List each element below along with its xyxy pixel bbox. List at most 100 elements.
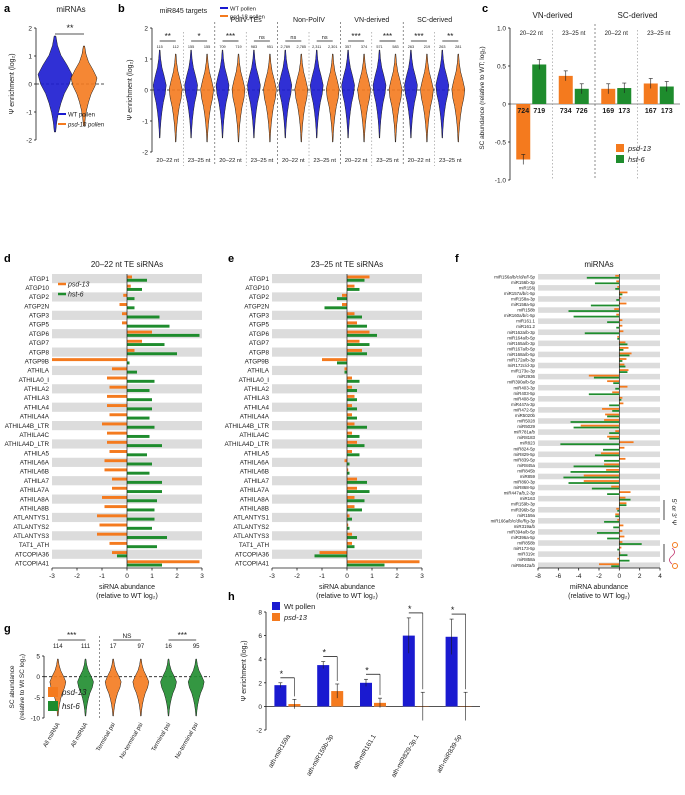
panel-g-violin <box>132 658 150 717</box>
panel-d-bar-hst6 <box>127 545 157 549</box>
panel-f-bar-psd13 <box>616 507 620 510</box>
panel-e-bar-hst6 <box>347 499 365 503</box>
panel-e-category-label: ATHILA4B_LTR <box>225 423 270 430</box>
panel-f-bar-hst6 <box>594 282 620 285</box>
panel-d-category-label: ATCOPIA36 <box>15 551 50 558</box>
panel-d-bar-psd13 <box>127 348 135 352</box>
panel-f-row-band <box>538 529 660 535</box>
panel-d-bar-hst6 <box>127 315 160 319</box>
panel-d-bar-psd13 <box>107 376 127 380</box>
panel-d-x-tick-label: 0 <box>125 573 129 580</box>
panel-c-bar-psd13 <box>558 75 573 104</box>
panel-f-row-band <box>538 318 660 324</box>
panel-d-category-label: ATGP6 <box>29 331 50 338</box>
panel-e-bar-psd13 <box>347 532 352 536</box>
panel-c-subgroup-label: 20–22 nt <box>520 31 544 37</box>
panel-c-bar-hst6 <box>659 86 674 104</box>
panel-d-bar-psd13 <box>112 486 127 490</box>
panel-letter-f: f <box>455 253 459 265</box>
panel-a-y-label: Ψ enrichment (log₂) <box>9 53 16 114</box>
panel-f-row-band <box>538 506 660 513</box>
panel-f-category-label: miR161.2 <box>516 324 535 329</box>
panel-b-violin-psd <box>325 53 340 143</box>
panel-f-bar-hst6 <box>616 326 620 329</box>
panel-d-category-label: ATGP10 <box>25 285 49 292</box>
panel-f-row-band <box>538 540 660 546</box>
panel-f-bar-hst6 <box>616 299 620 301</box>
panel-g-n-label: 95 <box>193 644 200 650</box>
panel-b-significance: ns <box>259 35 265 41</box>
panel-d-bar-hst6 <box>127 389 150 392</box>
panel-g-y-label-2: (relative to Wt SC log₂) <box>19 654 26 720</box>
panel-b-subgroup-label: 20–22 nt <box>219 158 242 164</box>
panel-b-y-tick-label: 2 <box>144 26 148 33</box>
panel-d-category-label: ATHILA3 <box>24 395 50 402</box>
panel-f-bar-hst6 <box>607 415 620 418</box>
panel-h-bar-wt <box>274 685 287 707</box>
panel-f-bar-hst6 <box>573 426 620 429</box>
panel-e-category-label: ATHILA8B <box>240 505 269 512</box>
panel-d-bar-psd13 <box>112 477 127 481</box>
panel-e-bar-psd13 <box>322 358 347 362</box>
panel-e-x-label-2: (relative to WT log₂) <box>316 593 378 600</box>
panel-f-category-label: miR162a/b-3p <box>507 330 535 335</box>
panel-f-bar-hst6 <box>590 304 620 307</box>
panel-f-category-label: miR319c <box>518 552 536 557</box>
panel-f-bar-psd13 <box>619 352 632 355</box>
panel-d-title: 20–22 nt TE siRNAs <box>91 260 163 269</box>
panel-f-bar-hst6 <box>596 532 620 534</box>
panel-a-violin-psd13 <box>70 45 98 127</box>
panel-f-category-label: miR824-5p <box>514 446 536 451</box>
panel-d-bar-psd13 <box>127 284 131 288</box>
panel-a-y-tick-label: 1 <box>28 54 32 61</box>
panel-f-bar-hst6 <box>607 493 620 495</box>
panel-f-category-label: miR390a/b-5p <box>507 380 535 385</box>
panel-a-y-tick-label: -2 <box>26 138 32 145</box>
panel-f-category-label: miR5642a/b <box>511 563 535 568</box>
panel-f-mirna-glyph <box>669 547 675 565</box>
panel-f-bar-hst6 <box>619 293 623 296</box>
panel-g-category-label: Terminal psi <box>151 722 172 753</box>
panel-d-bar-hst6 <box>127 333 200 337</box>
panel-h-category-label: ath-miR829-3p.1 <box>390 733 420 779</box>
panel-f-bar-psd13 <box>619 324 623 327</box>
panel-d-x-tick-label: 3 <box>200 573 204 580</box>
panel-f-bar-psd13 <box>619 535 625 538</box>
panel-c-y-tick-label: 0.5 <box>497 64 506 71</box>
panel-f-side-label: 5′ or 3′ Ψ <box>670 499 677 525</box>
panel-d-category-label: ATGP8 <box>29 349 50 356</box>
panel-g-category-label: Terminal psi <box>96 722 117 753</box>
panel-f-row-band <box>538 418 660 424</box>
panel-f-bar-hst6 <box>591 487 620 490</box>
panel-g-violin <box>187 658 205 717</box>
panel-d-bar-hst6 <box>127 526 152 530</box>
panel-d-bar-hst6 <box>127 370 137 374</box>
panel-c-bar-psd13 <box>516 104 531 160</box>
panel-b-group-title-0: miR845 targets <box>160 8 208 15</box>
panel-e-category-label: ATGP1 <box>249 276 270 283</box>
panel-e-bar-psd13 <box>347 450 352 453</box>
panel-f-title: miRNAs <box>584 260 613 269</box>
panel-b-violin-wt <box>309 49 324 139</box>
panel-f-bar-psd13 <box>612 391 620 394</box>
panel-d-bar-hst6 <box>127 434 150 438</box>
panel-d-category-label: ATHILA2 <box>24 386 50 393</box>
panel-d-x-tick-label: -3 <box>49 573 55 580</box>
panel-f-bar-psd13 <box>619 341 626 344</box>
panel-f-row-band <box>538 473 660 480</box>
panel-f-bar-psd13 <box>606 469 620 471</box>
panel-h-y-tick-label: -2 <box>256 728 262 735</box>
panel-e-category-label: ATHILA7 <box>244 478 270 485</box>
panel-e-bar-hst6 <box>347 453 360 457</box>
panel-h-bar-wt <box>402 635 415 707</box>
panel-b-n-label: 983 <box>251 45 257 49</box>
panel-h-significance: * <box>322 648 326 658</box>
panel-h-bar-wt <box>445 636 458 707</box>
panel-letter-c: c <box>482 3 488 15</box>
panel-e-bar-hst6 <box>337 297 347 301</box>
panel-f-x-tick-label: 0 <box>618 573 622 580</box>
panel-f-bar-hst6 <box>609 432 620 434</box>
panel-f-bar-hst6 <box>617 548 620 551</box>
panel-d-bar-psd13 <box>122 321 127 325</box>
panel-g-n-label: 17 <box>110 644 117 650</box>
